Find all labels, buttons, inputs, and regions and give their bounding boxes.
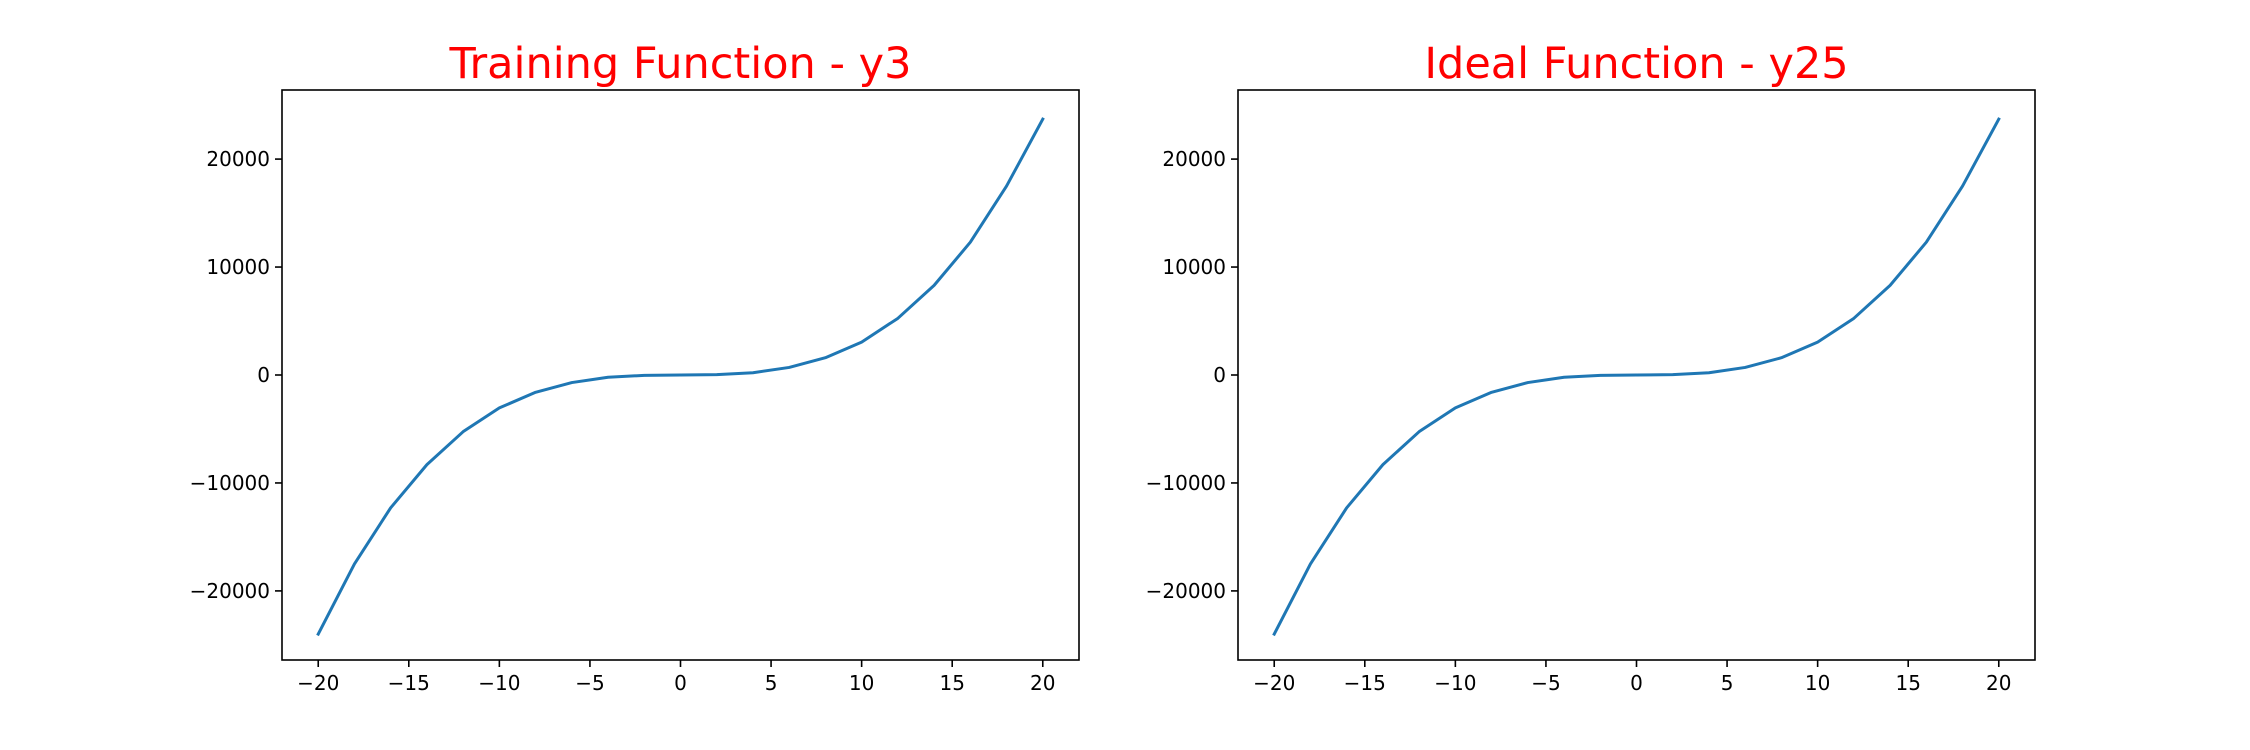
x-tick-label: 10 — [849, 671, 874, 695]
y-tick-label: 0 — [257, 363, 270, 387]
chart-title: Ideal Function - y25 — [1424, 39, 1848, 89]
y-tick-label: −20000 — [1146, 579, 1226, 603]
y-tick-label: 20000 — [1162, 147, 1226, 171]
axes-frame — [281, 89, 1080, 661]
series-line — [1272, 117, 2001, 637]
y-axis-ticks: −20000 −10000 0 10000 20000 — [190, 147, 282, 603]
x-tick-label: −5 — [575, 671, 604, 695]
x-tick-label: 15 — [1895, 671, 1920, 695]
series-line — [316, 117, 1045, 637]
x-axis-ticks: −20 −15 −10 −5 0 5 10 15 20 — [297, 660, 1055, 695]
x-tick-label: 0 — [674, 671, 687, 695]
x-tick-label: −20 — [297, 671, 339, 695]
x-tick-label: −15 — [1344, 671, 1386, 695]
chart-panel-left: Training Function - y3 −20 −15 −10 −5 0 5 10 15… — [190, 39, 1080, 695]
y-tick-label: 0 — [1213, 363, 1226, 387]
y-tick-label: 20000 — [206, 147, 270, 171]
x-tick-label: 20 — [1986, 671, 2011, 695]
x-tick-label: −10 — [478, 671, 520, 695]
y-tick-label: 10000 — [206, 255, 270, 279]
x-tick-label: 20 — [1030, 671, 1055, 695]
y-tick-label: −10000 — [1146, 471, 1226, 495]
x-tick-label: 10 — [1805, 671, 1830, 695]
y-tick-label: 10000 — [1162, 255, 1226, 279]
x-tick-label: 5 — [765, 671, 778, 695]
x-tick-label: −10 — [1434, 671, 1476, 695]
y-axis-ticks: −20000 −10000 0 10000 20000 — [1146, 147, 1238, 603]
y-tick-label: −20000 — [190, 579, 270, 603]
chart-title: Training Function - y3 — [449, 39, 912, 89]
x-tick-label: 0 — [1630, 671, 1643, 695]
x-axis-ticks: −20 −15 −10 −5 0 5 10 15 20 — [1253, 660, 2011, 695]
x-tick-label: −15 — [388, 671, 430, 695]
x-tick-label: −20 — [1253, 671, 1295, 695]
y-tick-label: −10000 — [190, 471, 270, 495]
x-tick-label: 15 — [939, 671, 964, 695]
x-tick-label: 5 — [1721, 671, 1734, 695]
chart-panel-right: Ideal Function - y25 −20 −15 −10 −5 0 5 10 15 20… — [1146, 39, 2036, 695]
x-tick-label: −5 — [1531, 671, 1560, 695]
axes-frame — [1237, 89, 2036, 661]
